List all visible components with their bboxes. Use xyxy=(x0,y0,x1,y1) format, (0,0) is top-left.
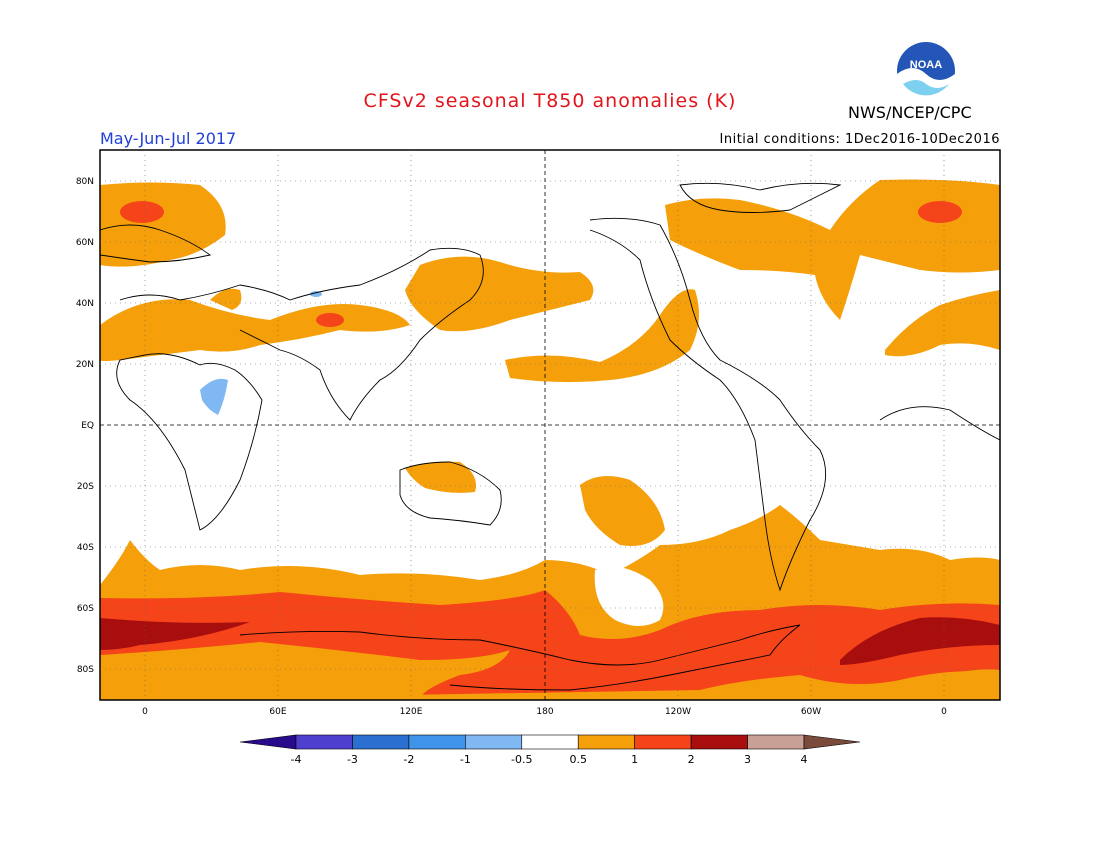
colorbar-swatch xyxy=(690,734,748,750)
lat-label: 40S xyxy=(77,543,94,553)
lon-label: 120W xyxy=(665,707,691,717)
anomaly-band-3k xyxy=(100,618,250,650)
anomaly-north-atlantic xyxy=(665,179,1000,320)
colorbar-swatch xyxy=(577,734,635,750)
colorbar-swatch xyxy=(747,734,805,750)
lon-label: 60E xyxy=(269,707,286,717)
colorbar-label: 0.5 xyxy=(569,753,587,766)
anomaly-subtropical-eurasia xyxy=(100,299,410,361)
forecast-period: May-Jun-Jul 2017 xyxy=(100,129,237,148)
anomaly-atlantic-subtropical xyxy=(885,290,1000,357)
lat-label: 60S xyxy=(77,604,94,614)
colorbar-label: -0.5 xyxy=(511,753,532,766)
negative-anomaly-central-asia xyxy=(310,291,322,297)
colorbar-label: -4 xyxy=(291,753,302,766)
anomaly-europe-core xyxy=(120,201,164,223)
anomaly-australia xyxy=(405,461,476,493)
lat-label: 80S xyxy=(77,665,94,675)
colorbar-swatch xyxy=(408,734,466,750)
colorbar-swatch xyxy=(521,734,579,750)
colorbar-label: 1 xyxy=(631,753,638,766)
lat-label: 80N xyxy=(76,177,94,187)
anomaly-north-pacific xyxy=(405,256,594,332)
anomaly-south-pacific-tongue xyxy=(580,476,665,546)
agency-label: NWS/NCEP/CPC xyxy=(848,103,972,122)
colorbar-arrow-low xyxy=(239,734,297,750)
anomaly-band-1k-south xyxy=(100,642,510,700)
colorbar: -4 -3 -2 -1 -0.5 0.5 1 2 3 4 xyxy=(239,734,861,766)
colorbar-label: 2 xyxy=(688,753,695,766)
initial-conditions: Initial conditions: 1Dec2016-10Dec2016 xyxy=(719,132,1000,147)
negative-anomaly-east-africa xyxy=(200,378,228,415)
anomaly-tibet-core xyxy=(316,313,344,327)
anomaly-band-3k-west xyxy=(840,617,1000,665)
colorbar-swatch xyxy=(634,734,692,750)
lat-label: 40N xyxy=(76,299,94,309)
colorbar-label: -1 xyxy=(460,753,471,766)
colorbar-label: -2 xyxy=(403,753,414,766)
colorbar-arrow-high xyxy=(803,734,861,750)
neutral-pocket-south-pacific xyxy=(594,566,664,626)
colorbar-swatch xyxy=(352,734,410,750)
lon-label: 0 xyxy=(142,707,148,717)
lon-label: 180 xyxy=(536,707,553,717)
coastlines xyxy=(100,182,1000,691)
latitude-labels: 80N 60N 40N 20N EQ 20S 40S 60S 80S xyxy=(76,177,94,675)
lon-label: 120E xyxy=(400,707,423,717)
anomaly-east-pacific xyxy=(505,289,699,383)
colorbar-label: -3 xyxy=(347,753,358,766)
anomaly-north-atlantic-core xyxy=(918,201,962,223)
lat-label: 20N xyxy=(76,360,94,370)
lat-label: 60N xyxy=(76,238,94,248)
map-title: CFSv2 seasonal T850 anomalies (K) xyxy=(363,90,737,112)
lon-label: 0 xyxy=(941,707,947,717)
anomaly-sahara-east xyxy=(210,288,242,310)
colorbar-swatch xyxy=(295,734,353,750)
anomaly-europe-arctic xyxy=(100,182,226,267)
anomaly-fields xyxy=(100,179,1000,700)
noaa-logo-icon: NOAA xyxy=(897,42,955,102)
longitude-labels: 0 60E 120E 180 120W 60W 0 xyxy=(142,707,947,717)
lat-label: 20S xyxy=(77,482,94,492)
colorbar-label: 4 xyxy=(801,753,808,766)
colorbar-swatch xyxy=(465,734,523,750)
noaa-logo-text: NOAA xyxy=(910,59,942,71)
lon-label: 60W xyxy=(801,707,821,717)
anomaly-band-1k-southeast xyxy=(860,669,1000,700)
lat-label: EQ xyxy=(81,421,94,431)
colorbar-label: 3 xyxy=(744,753,751,766)
